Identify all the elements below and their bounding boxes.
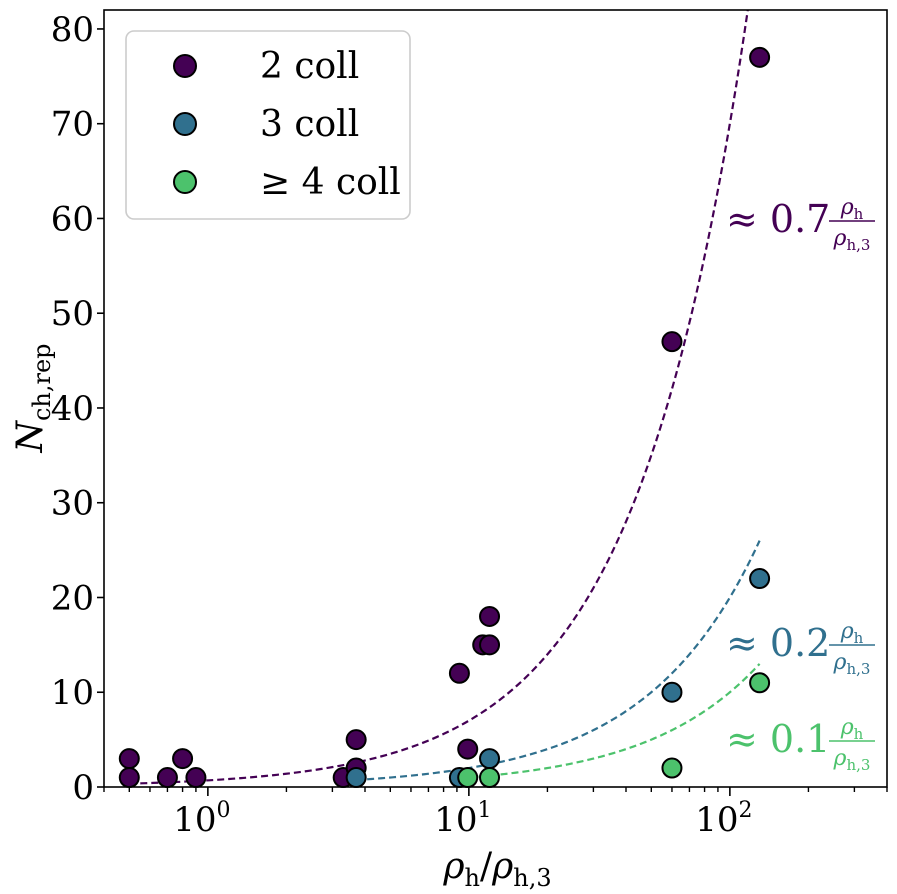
fit-numerator: ρh: [840, 715, 864, 743]
fit-coefficient-label: ≈ 0.1: [726, 717, 830, 761]
data-point-series-3: [661, 757, 683, 779]
data-point-series-2: [749, 568, 771, 590]
fit-line-2: [356, 540, 761, 782]
legend: 2 coll 3 coll ≥ 4 coll: [125, 30, 411, 220]
x-tick-label: 100: [173, 798, 230, 840]
data-point-series-2: [345, 767, 367, 789]
y-tick-label: 10: [51, 673, 94, 713]
data-point-series-2: [661, 681, 683, 703]
data-point-series-2: [479, 748, 501, 770]
y-tick-label: 80: [51, 10, 94, 50]
y-tick-label: 60: [51, 199, 94, 239]
legend-marker-1: [173, 54, 197, 78]
legend-box: [125, 30, 411, 220]
fit-numerator: ρh: [840, 195, 864, 223]
data-point-series-3: [479, 767, 501, 789]
fit-line-1: [129, 10, 749, 785]
data-point-series-1: [661, 331, 683, 353]
x-tick-label: 101: [434, 798, 491, 840]
axes: 0 10 20 30 40 50 60 70 80 100 101 102 ρh/ρh,3 Nch,rep: [10, 9, 888, 892]
fit-coefficient-label: ≈ 0.2: [726, 621, 830, 665]
plot-frame: [103, 9, 888, 788]
data-points: [118, 46, 771, 789]
data-point-series-1: [749, 46, 771, 68]
y-tick-label: 40: [51, 389, 94, 429]
legend-label-3: ≥ 4 coll: [260, 162, 401, 203]
legend-label-1: 2 coll: [260, 46, 359, 87]
x-tick-label: 102: [695, 798, 752, 840]
data-point-series-1: [118, 748, 140, 770]
data-point-series-1: [156, 767, 178, 789]
fit-lines: [129, 10, 761, 785]
data-point-series-1: [185, 767, 207, 789]
data-point-series-1: [172, 748, 194, 770]
x-axis-label: ρh/ρh,3: [442, 846, 551, 892]
data-point-series-1: [479, 634, 501, 656]
fit-annotation-1: ≈ 0.7 ρh ρh,3: [726, 195, 875, 254]
y-tick-label: 30: [51, 484, 94, 524]
data-point-series-1: [118, 767, 140, 789]
data-point-series-1: [345, 729, 367, 751]
data-point-series-1: [479, 605, 501, 627]
fit-denominator: ρh,3: [833, 226, 871, 254]
y-tick-label: 70: [51, 105, 94, 145]
data-point-series-3: [749, 672, 771, 694]
legend-marker-2: [173, 112, 197, 136]
data-point-series-1: [457, 738, 479, 760]
fit-annotation-2: ≈ 0.2 ρh ρh,3: [726, 619, 875, 678]
fit-coefficient-label: ≈ 0.7: [726, 197, 830, 241]
fit-denominator: ρh,3: [833, 650, 871, 678]
legend-marker-3: [173, 170, 197, 194]
y-tick-label: 50: [51, 294, 94, 334]
data-point-series-3: [457, 767, 479, 789]
fit-numerator: ρh: [840, 619, 864, 647]
y-axis-label: Nch,rep: [10, 343, 56, 453]
fit-line-3: [467, 663, 761, 779]
y-tick-label: 0: [72, 768, 94, 808]
fit-denominator: ρh,3: [833, 746, 871, 774]
data-point-series-1: [448, 662, 470, 684]
fit-annotation-3: ≈ 0.1 ρh ρh,3: [726, 715, 875, 774]
legend-label-2: 3 coll: [260, 104, 359, 145]
y-tick-label: 20: [51, 578, 94, 618]
